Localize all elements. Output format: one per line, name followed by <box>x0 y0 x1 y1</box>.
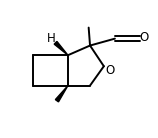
Text: O: O <box>139 31 149 44</box>
Text: O: O <box>105 64 115 77</box>
Polygon shape <box>54 41 68 55</box>
Text: H: H <box>47 32 56 45</box>
Polygon shape <box>55 86 68 102</box>
